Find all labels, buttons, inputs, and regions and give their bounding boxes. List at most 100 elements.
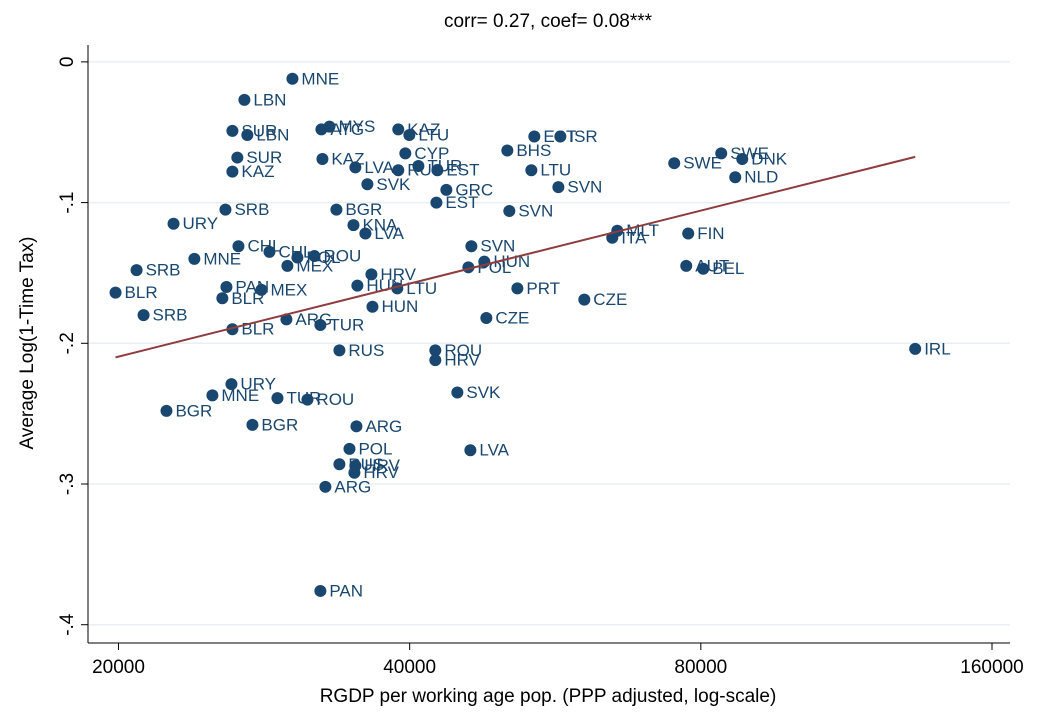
point-label: BEL — [712, 259, 744, 278]
point — [697, 262, 710, 275]
point-label: HRV — [364, 456, 400, 475]
point — [348, 466, 361, 479]
point — [219, 203, 232, 216]
point — [263, 245, 276, 258]
point — [361, 178, 374, 191]
point-label: BGR — [261, 415, 298, 434]
point — [528, 130, 541, 143]
point-label: LTU — [540, 161, 571, 180]
point — [578, 293, 591, 306]
point — [315, 123, 328, 136]
point — [286, 72, 299, 85]
point-label: CZE — [593, 290, 627, 309]
point-label: RUS — [348, 341, 384, 360]
point — [188, 252, 201, 265]
point-label: PAN — [329, 581, 363, 600]
point-label: ROU — [323, 247, 361, 266]
chart-title: corr= 0.27, coef= 0.08*** — [444, 11, 653, 32]
point — [606, 231, 619, 244]
point — [220, 281, 233, 294]
point — [680, 259, 693, 272]
point-label: BLR — [231, 289, 264, 308]
fit-line — [115, 155, 916, 359]
point — [330, 203, 343, 216]
point-label: URY — [183, 214, 219, 233]
point — [682, 227, 695, 240]
y-tick-label: -.3 — [57, 473, 78, 495]
point-label: HRV — [444, 351, 480, 370]
point-label: ROU — [316, 390, 354, 409]
point-label: SUR — [246, 148, 282, 167]
point — [167, 217, 180, 230]
point-label: LTU — [418, 126, 449, 145]
point-label: SVK — [466, 383, 501, 402]
point-label: LVA — [374, 224, 404, 243]
point — [216, 292, 229, 305]
y-tick-label: -.4 — [57, 613, 78, 636]
point — [503, 205, 516, 218]
point — [399, 147, 412, 160]
point — [316, 152, 329, 165]
point-label: LTU — [406, 279, 437, 298]
point-label: LBN — [256, 126, 289, 145]
point — [280, 313, 293, 326]
point — [226, 124, 239, 137]
point — [729, 171, 742, 184]
point-label: ISR — [569, 127, 597, 146]
point-label: MYS — [338, 117, 375, 136]
point — [347, 219, 360, 232]
point-label: DNK — [751, 149, 788, 168]
point-label: MEX — [296, 256, 333, 275]
point-label: EST — [446, 161, 479, 180]
x-tick-label: 80000 — [674, 657, 727, 678]
point — [225, 378, 238, 391]
y-tick-label: 0 — [57, 57, 78, 68]
point-label: TUR — [329, 315, 364, 334]
point — [554, 130, 567, 143]
point-label: NLD — [744, 168, 778, 187]
point-label: HRV — [380, 265, 416, 284]
point-label: BHS — [516, 141, 551, 160]
point-label: MEX — [270, 280, 307, 299]
point — [349, 161, 362, 174]
point-label: POL — [358, 439, 392, 458]
point — [351, 279, 364, 292]
point — [232, 240, 245, 253]
point-label: ARG — [334, 477, 371, 496]
point — [281, 259, 294, 272]
point-label: SVN — [567, 178, 602, 197]
point-label: MNE — [203, 249, 241, 268]
point — [271, 392, 284, 405]
point-label: KNA — [362, 216, 398, 235]
point — [552, 181, 565, 194]
point — [431, 164, 444, 177]
point-label: CYP — [414, 144, 449, 163]
point — [308, 250, 321, 263]
point-label: ARG — [365, 417, 402, 436]
point-label: MLT — [626, 221, 659, 240]
point-label: IRL — [924, 339, 950, 358]
point — [109, 286, 122, 299]
point-label: HUN — [493, 252, 530, 271]
y-tick-label: -.1 — [57, 191, 78, 213]
point-label: PRT — [526, 279, 560, 298]
point — [291, 251, 304, 264]
point — [255, 283, 268, 296]
point — [231, 151, 244, 164]
point — [365, 268, 378, 281]
point-label: URY — [240, 375, 276, 394]
point-label: ROU — [444, 341, 482, 360]
point — [392, 164, 405, 177]
point — [668, 157, 681, 170]
point — [451, 386, 464, 399]
point — [238, 93, 251, 106]
point — [464, 444, 477, 457]
point-label: SVK — [376, 175, 411, 194]
point-label: MNE — [221, 386, 259, 405]
point-label: HRV — [363, 463, 399, 482]
point — [430, 196, 443, 209]
point — [314, 584, 327, 597]
point-label: SVN — [480, 237, 515, 256]
x-tick-label: 160000 — [960, 657, 1023, 678]
